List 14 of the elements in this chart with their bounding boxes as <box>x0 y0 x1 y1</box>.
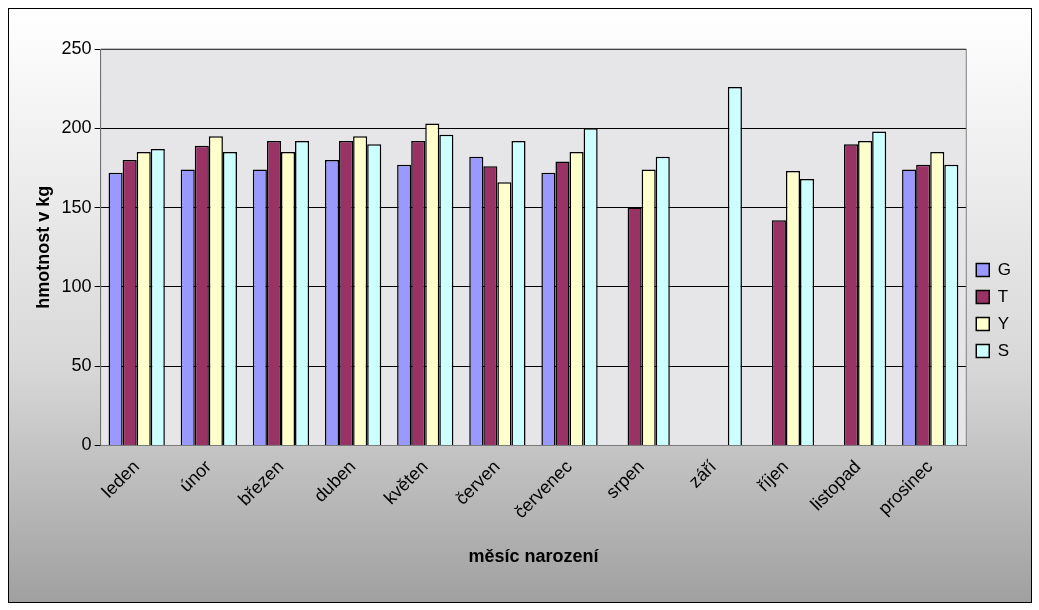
x-axis-title: měsíc narození <box>468 546 600 567</box>
legend-label: S <box>997 340 1010 360</box>
y-axis-title: hmotnost v kg <box>32 185 53 309</box>
legend-label: G <box>997 259 1012 279</box>
y-tick-label: 250 <box>61 37 92 58</box>
x-tick-label: září <box>684 456 721 492</box>
y-tick-label: 0 <box>81 434 92 455</box>
legend-label: T <box>997 286 1009 306</box>
y-tick-label: 100 <box>61 275 92 296</box>
y-tick-label: 150 <box>61 196 92 217</box>
y-tick-label: 200 <box>61 117 92 138</box>
x-tick-label: říjen <box>753 456 793 496</box>
y-tick-label: 50 <box>71 355 92 376</box>
legend-label: Y <box>997 313 1010 333</box>
